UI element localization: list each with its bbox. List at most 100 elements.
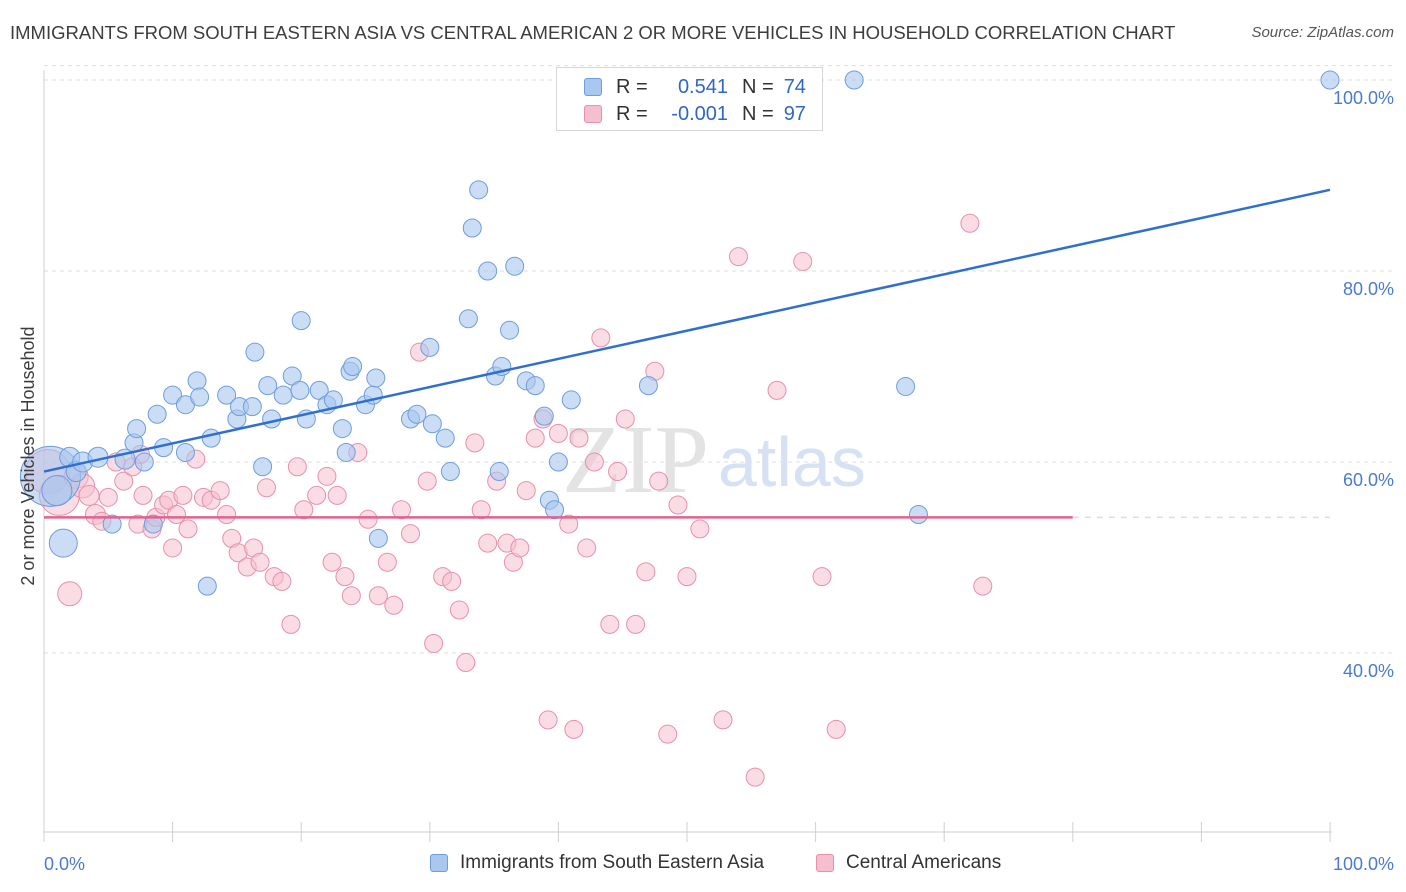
pink-point [358,509,378,529]
watermark-zip: ZIP [562,406,709,514]
legend-n-value: 97 [783,102,806,125]
pink-point [307,485,327,505]
blue-point [242,397,262,417]
pink-point [114,471,134,491]
y-tick-label: 100.0% [1333,88,1394,108]
pink-point [368,586,388,606]
series-swatch-pink [816,854,834,872]
pink-point [424,633,444,653]
blue-point [163,385,183,405]
y-tick-label: 40.0% [1343,661,1394,681]
watermark-atlas: atlas [718,423,866,501]
pink-point [250,552,270,572]
pink-point [812,567,832,587]
blue-point [462,218,482,238]
legend-row-blue: R = 0.541 N = 74 [557,74,806,100]
blue-point [127,419,147,439]
blue-point [336,442,356,462]
series-swatch-blue [430,854,448,872]
blue-point [844,70,864,90]
pink-point [417,471,437,491]
blue-point [420,337,440,357]
blue-point [525,376,545,396]
pink-point [973,576,993,596]
legend-r-label: R = [616,102,648,125]
legend-n-label: N = [742,102,774,125]
blue-point [368,528,388,548]
blue-point [366,368,386,388]
pink-point [327,485,347,505]
blue-point [545,500,565,520]
blue-point [548,452,568,472]
pink-point [442,571,462,591]
pink-point [793,251,813,271]
blue-point [489,462,509,482]
pink-point [163,538,183,558]
pink-point [690,519,710,539]
pink-point [728,247,748,267]
blue-point [343,357,363,376]
x-tick-label-min: 0.0% [44,854,85,874]
pink-point [341,586,361,606]
blue-point [253,457,273,477]
series-legend: Immigrants from South Eastern Asia Centr… [0,852,1406,878]
pink-point [287,457,307,477]
pink-point [173,485,193,505]
blue-point [896,377,916,397]
legend-r-value: -0.001 [671,102,728,125]
blue-point [407,404,427,424]
blue-point [217,385,237,405]
legend-r-label: R = [616,75,648,98]
pink-point [548,423,568,443]
pink-point [649,471,669,491]
pink-point [322,552,342,572]
pink-point [166,505,186,525]
y-axis-tick-labels: 40.0% 60.0% 80.0% 100.0% [1333,88,1394,681]
blue-point [245,342,265,362]
pink-point [600,614,620,634]
series-legend-pink: Central Americans [816,852,1001,874]
pink-point [538,710,558,730]
blue-point [190,387,210,407]
pink-point [78,484,100,506]
correlation-legend: R = 0.541 N = 74 R = -0.001 N = 97 [556,67,823,131]
blue-point [440,462,460,482]
blue-point [561,390,581,410]
pink-point [608,462,628,482]
blue-point [102,514,122,534]
pink-point [281,614,301,634]
blue-point [187,371,207,391]
blue-point [469,180,489,200]
blue-point [143,514,163,534]
pink-point [456,653,476,673]
blue-point [201,428,221,448]
pink-point [525,428,545,448]
pink-point [615,409,635,429]
blue-point [332,419,352,439]
blue-point [422,414,442,434]
pink-point [584,452,604,472]
y-axis-label: 2 or more Vehicles in Household [18,326,38,585]
blue-point [290,380,310,400]
pink-point [960,213,980,233]
blue-point [48,528,78,558]
blue-trend-line [43,188,1331,473]
blue-point [258,376,278,396]
blue-point [478,261,498,281]
zipatlas-watermark: ZIP atlas [562,406,866,514]
chart-title: IMMIGRANTS FROM SOUTH EASTERN ASIA VS CE… [10,22,1176,43]
pink-point [401,524,421,544]
pink-point [256,478,276,498]
trend-lines [43,188,1331,519]
legend-r-value: 0.541 [677,75,728,98]
series-label-pink: Central Americans [846,852,1002,873]
pink-point [559,514,579,534]
pink-point [392,500,412,520]
pink-point [384,595,404,615]
x-tick-label-max: 100.0% [1333,854,1394,874]
blue-point [41,475,73,507]
blue-point [175,442,195,462]
pink-point [569,428,589,448]
pink-point [98,487,118,507]
